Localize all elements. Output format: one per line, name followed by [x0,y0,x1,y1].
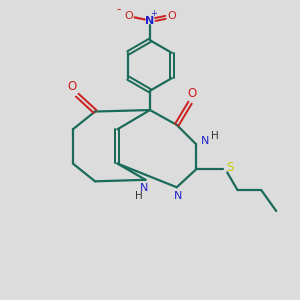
Text: N: N [201,136,210,146]
Text: H: H [135,191,143,201]
Text: O: O [187,87,196,100]
Text: -: - [117,3,121,16]
Text: S: S [226,161,234,174]
Text: H: H [211,131,218,141]
Text: N: N [140,183,148,193]
Text: +: + [150,9,157,18]
Text: O: O [167,11,176,22]
Text: N: N [174,190,182,201]
Text: N: N [146,16,154,26]
Text: O: O [67,80,76,93]
Text: O: O [124,11,133,22]
